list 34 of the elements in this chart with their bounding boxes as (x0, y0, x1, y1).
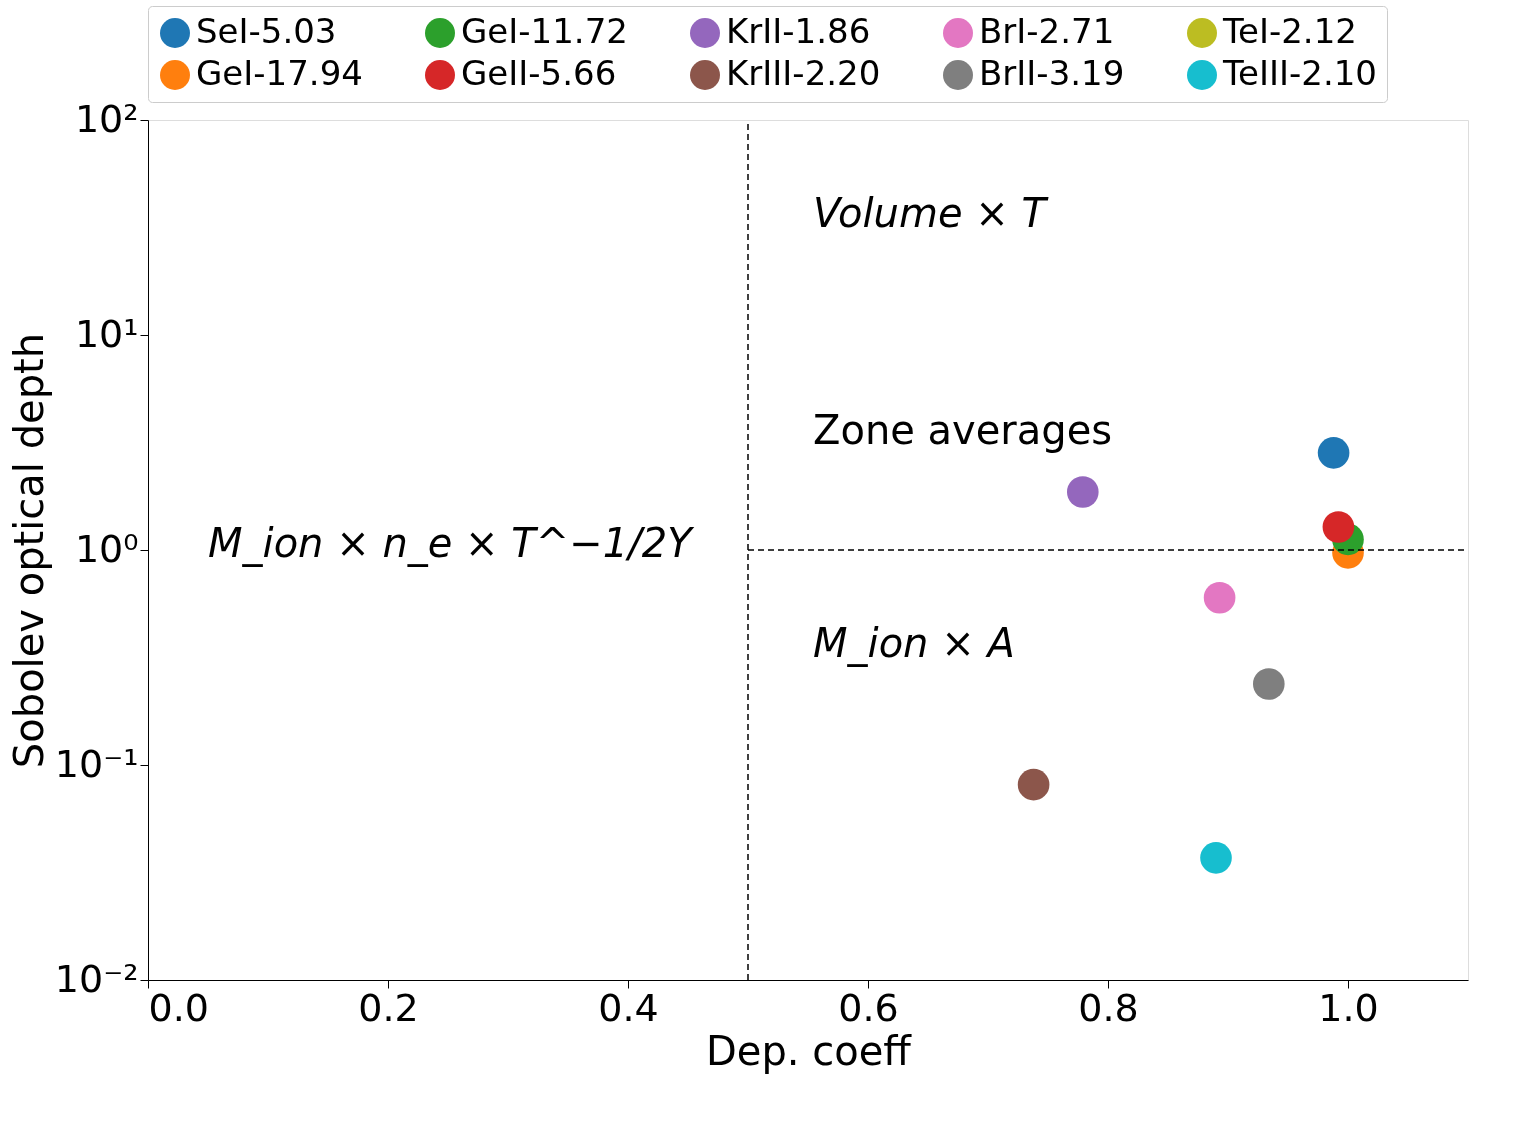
x-tick-label: 0.4 (598, 985, 659, 1030)
legend-label: KrIII-2.20 (726, 53, 881, 93)
x-tick-label: 0.8 (1078, 985, 1139, 1030)
legend-label: GeII-5.66 (461, 53, 617, 93)
point (1322, 511, 1355, 543)
y-tick-label: 10² (74, 96, 139, 141)
legend-label: KrII-1.86 (726, 11, 871, 51)
point (1317, 437, 1350, 469)
annotation: M_ion × A (813, 620, 1015, 667)
point (1252, 668, 1285, 700)
legend-label: BrI-2.71 (979, 11, 1115, 51)
y-tick-label: 10⁻² (54, 956, 139, 1001)
y-tick-label: 10⁻¹ (54, 741, 139, 786)
point (1017, 768, 1050, 801)
y-tick-label: 10⁰ (74, 526, 139, 571)
y-tick-label: 10¹ (74, 311, 139, 356)
legend-label: TeI-2.12 (1222, 11, 1357, 51)
annotation: Zone averages (813, 407, 1113, 453)
x-tick-label: 0.2 (358, 985, 419, 1030)
point (1200, 842, 1232, 874)
x-tick-label: 1.0 (1318, 985, 1379, 1030)
point (1203, 581, 1236, 614)
legend-label: GeI-11.72 (461, 11, 628, 51)
annotation: M_ion × n_e × T^−1/2Y (208, 520, 696, 567)
legend-label: TeIII-2.10 (1222, 53, 1377, 93)
annotation: Volume × T (813, 190, 1050, 236)
x-tick-label: 0.6 (838, 985, 899, 1030)
x-axis-title: Dep. coeff (706, 1027, 913, 1074)
legend-label: GeI-17.94 (196, 53, 363, 93)
y-axis-title: Sobolev optical depth (5, 332, 52, 769)
legend-label: BrII-3.19 (979, 53, 1125, 93)
point (1066, 476, 1099, 508)
legend-label: SeI-5.03 (196, 11, 337, 51)
x-tick-label: 0.0 (148, 985, 209, 1030)
